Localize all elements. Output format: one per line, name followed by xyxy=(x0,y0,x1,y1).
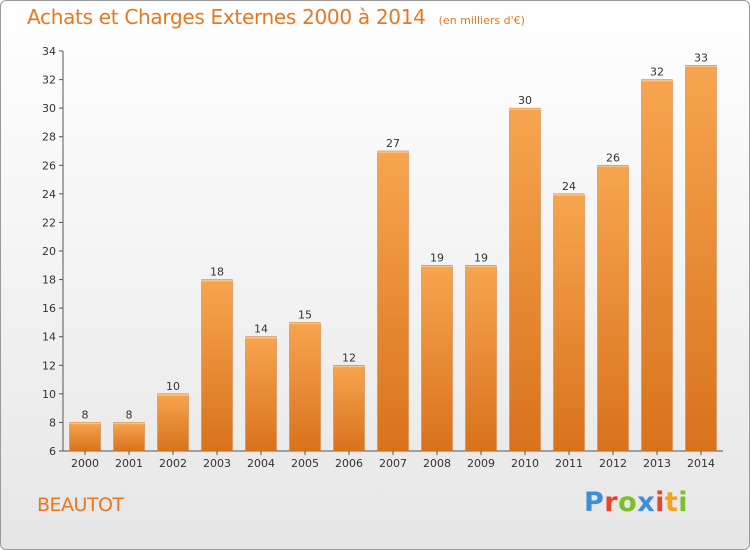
x-tick-label: 2005 xyxy=(291,457,319,470)
bar-2004 xyxy=(245,336,277,452)
bar-value-label: 14 xyxy=(254,323,268,336)
x-tick-label: 2000 xyxy=(71,457,99,470)
bar-2009 xyxy=(465,265,497,452)
x-tick-label: 2010 xyxy=(511,457,539,470)
bar-2010 xyxy=(509,107,541,452)
y-tick-label: 24 xyxy=(42,188,56,201)
bar-2013 xyxy=(641,79,673,452)
y-tick-label: 10 xyxy=(42,388,56,401)
bar-value-label: 19 xyxy=(430,251,444,264)
x-tick-label: 2003 xyxy=(203,457,231,470)
logo-letter: o xyxy=(618,487,638,518)
y-tick-label: 16 xyxy=(42,302,56,315)
y-tick-label: 26 xyxy=(42,159,56,172)
chart-subtitle: (en milliers d'€) xyxy=(438,14,525,27)
y-tick-label: 32 xyxy=(42,74,56,87)
bar-2014 xyxy=(685,65,717,452)
bar-value-label: 26 xyxy=(606,151,620,164)
logo-letter: t xyxy=(664,487,679,518)
logo-letter: x xyxy=(637,487,656,518)
y-tick-label: 8 xyxy=(49,416,56,429)
bar-2002 xyxy=(157,393,189,452)
bar-2006 xyxy=(333,365,365,452)
logo-letter: i xyxy=(678,487,689,518)
bar-value-label: 19 xyxy=(474,251,488,264)
x-tick-label: 2004 xyxy=(247,457,275,470)
y-tick-label: 34 xyxy=(42,45,56,58)
bar-value-label: 32 xyxy=(650,66,664,79)
bar-value-label: 24 xyxy=(562,180,576,193)
bar-2011 xyxy=(553,193,585,452)
bar-2008 xyxy=(421,265,453,452)
place-name: BEAUTOT xyxy=(37,494,124,516)
x-tick-label: 2006 xyxy=(335,457,363,470)
y-tick-label: 6 xyxy=(49,445,56,458)
bar-value-label: 10 xyxy=(166,380,180,393)
bar-2000 xyxy=(69,422,101,452)
bar-value-label: 27 xyxy=(386,137,400,150)
y-tick-label: 30 xyxy=(42,102,56,115)
x-tick-label: 2011 xyxy=(555,457,583,470)
bar-value-label: 8 xyxy=(82,408,89,421)
title-row: Achats et Charges Externes 2000 à 2014 (… xyxy=(27,5,525,29)
y-tick-label: 18 xyxy=(42,274,56,287)
x-tick-label: 2009 xyxy=(467,457,495,470)
x-tick-label: 2001 xyxy=(115,457,143,470)
y-tick-label: 14 xyxy=(42,331,56,344)
bar-2001 xyxy=(113,422,145,452)
y-tick-label: 12 xyxy=(42,359,56,372)
x-tick-label: 2008 xyxy=(423,457,451,470)
bar-value-label: 15 xyxy=(298,308,312,321)
bar-value-label: 30 xyxy=(518,94,532,107)
x-tick-label: 2014 xyxy=(687,457,715,470)
chart-title: Achats et Charges Externes 2000 à 2014 xyxy=(27,5,426,29)
bar-2012 xyxy=(597,165,629,452)
x-tick-label: 2012 xyxy=(599,457,627,470)
logo-letter: i xyxy=(655,487,665,518)
x-tick-label: 2007 xyxy=(379,457,407,470)
y-tick-label: 28 xyxy=(42,131,56,144)
bar-2005 xyxy=(289,322,321,452)
bar-2007 xyxy=(377,150,409,452)
y-tick-label: 22 xyxy=(42,216,56,229)
bar-value-label: 12 xyxy=(342,351,356,364)
y-tick-label: 20 xyxy=(42,245,56,258)
logo-letter: P xyxy=(584,487,605,518)
bar-value-label: 18 xyxy=(210,266,224,279)
bar-value-label: 33 xyxy=(694,51,708,64)
x-tick-label: 2002 xyxy=(159,457,187,470)
x-tick-label: 2013 xyxy=(643,457,671,470)
bar-value-label: 8 xyxy=(126,408,133,421)
logo-letter: r xyxy=(604,487,619,518)
bar-2003 xyxy=(201,279,233,452)
proxiti-logo: Proxiti xyxy=(584,487,688,518)
